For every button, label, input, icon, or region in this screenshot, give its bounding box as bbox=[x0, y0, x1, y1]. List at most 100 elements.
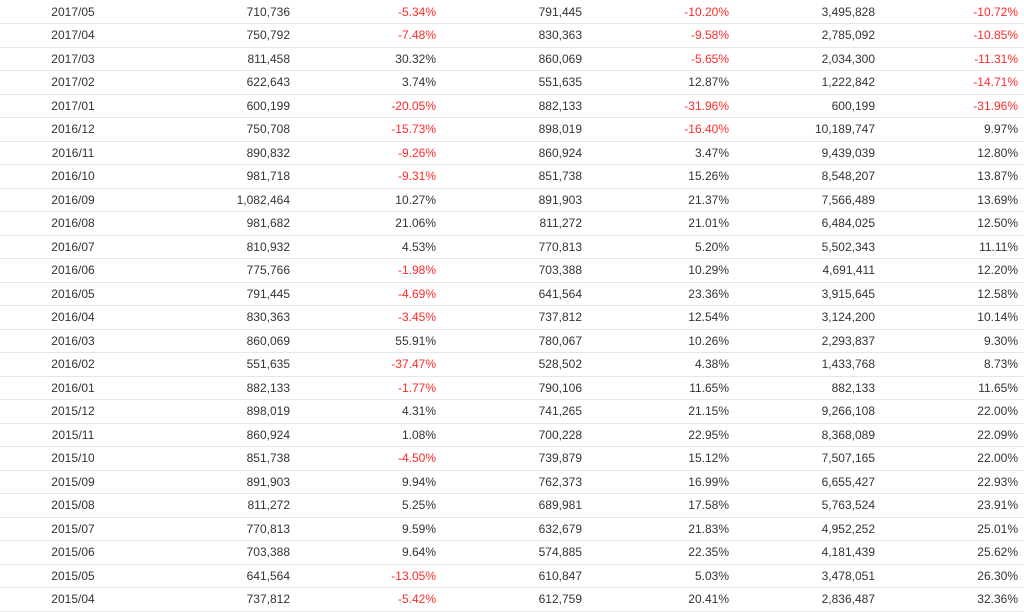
table-row: 2016/03 860,069 55.91% 780,067 10.26% 2,293,8… bbox=[0, 329, 1024, 353]
cell-change-2: 5.03% bbox=[588, 564, 735, 588]
cell-value-3: 9,439,039 bbox=[735, 141, 881, 165]
cell-month: 2016/03 bbox=[0, 329, 146, 353]
cell-change-1: 3.74% bbox=[296, 70, 442, 95]
table-row: 2015/09 891,903 9.94% 762,373 16.99% 6,655,42… bbox=[0, 470, 1024, 494]
cell-change-1: -37.47% bbox=[296, 352, 442, 377]
cell-value-1: 770,813 bbox=[146, 517, 296, 541]
cell-value-3: 5,502,343 bbox=[735, 235, 881, 259]
table-row: 2016/05 791,445 -4.69% 641,564 23.36% 3,915,6… bbox=[0, 282, 1024, 306]
cell-change-1: 9.94% bbox=[296, 470, 442, 494]
cell-change-1: -3.45% bbox=[296, 305, 442, 330]
cell-value-3: 2,293,837 bbox=[735, 329, 881, 353]
cell-month: 2017/02 bbox=[0, 70, 146, 95]
cell-value-2: 574,885 bbox=[442, 540, 588, 565]
table-row: 2016/10 981,718 -9.31% 851,738 15.26% 8,548,2… bbox=[0, 164, 1024, 189]
cell-value-3: 2,836,487 bbox=[735, 587, 881, 612]
cell-change-1: -13.05% bbox=[296, 564, 442, 588]
cell-value-2: 612,759 bbox=[442, 587, 588, 612]
table-row: 2017/04 750,792 -7.48% 830,363 -9.58% 2,785,0… bbox=[0, 23, 1024, 48]
cell-value-2: 762,373 bbox=[442, 470, 588, 494]
table-row: 2015/10 851,738 -4.50% 739,879 15.12% 7,507,1… bbox=[0, 446, 1024, 471]
cell-change-2: 20.41% bbox=[588, 587, 735, 612]
cell-value-3: 600,199 bbox=[735, 94, 881, 118]
cell-value-2: 851,738 bbox=[442, 164, 588, 189]
cell-change-1: 21.06% bbox=[296, 211, 442, 236]
cell-value-2: 791,445 bbox=[442, 0, 588, 24]
cell-value-3: 10,189,747 bbox=[735, 117, 881, 142]
table-row: 2017/03 811,458 30.32% 860,069 -5.65% 2,034,3… bbox=[0, 47, 1024, 71]
cell-value-2: 830,363 bbox=[442, 23, 588, 48]
cell-value-1: 737,812 bbox=[146, 587, 296, 612]
cell-change-1: 30.32% bbox=[296, 47, 442, 71]
cell-value-1: 641,564 bbox=[146, 564, 296, 588]
cell-change-3: 8.73% bbox=[881, 352, 1024, 377]
cell-month: 2016/10 bbox=[0, 164, 146, 189]
cell-value-1: 891,903 bbox=[146, 470, 296, 494]
cell-value-1: 830,363 bbox=[146, 305, 296, 330]
cell-change-1: -1.98% bbox=[296, 258, 442, 283]
table-row: 2015/04 737,812 -5.42% 612,759 20.41% 2,836,4… bbox=[0, 587, 1024, 612]
cell-value-2: 528,502 bbox=[442, 352, 588, 377]
cell-month: 2015/04 bbox=[0, 587, 146, 612]
cell-value-3: 6,484,025 bbox=[735, 211, 881, 236]
cell-value-1: 791,445 bbox=[146, 282, 296, 306]
cell-change-3: 13.87% bbox=[881, 164, 1024, 189]
cell-month: 2017/03 bbox=[0, 47, 146, 71]
cell-change-3: 32.36% bbox=[881, 587, 1024, 612]
cell-change-3: 11.11% bbox=[881, 235, 1024, 259]
cell-month: 2017/01 bbox=[0, 94, 146, 118]
cell-change-2: -10.20% bbox=[588, 0, 735, 24]
cell-change-2: 4.38% bbox=[588, 352, 735, 377]
cell-change-3: 9.97% bbox=[881, 117, 1024, 142]
cell-value-3: 2,034,300 bbox=[735, 47, 881, 71]
cell-value-1: 811,272 bbox=[146, 493, 296, 518]
cell-change-2: 22.35% bbox=[588, 540, 735, 565]
cell-change-1: 10.27% bbox=[296, 188, 442, 212]
cell-value-3: 7,507,165 bbox=[735, 446, 881, 471]
cell-change-2: 21.37% bbox=[588, 188, 735, 212]
cell-change-3: -10.85% bbox=[881, 23, 1024, 48]
cell-change-3: -10.72% bbox=[881, 0, 1024, 24]
cell-month: 2016/08 bbox=[0, 211, 146, 236]
cell-change-3: 22.93% bbox=[881, 470, 1024, 494]
cell-value-1: 703,388 bbox=[146, 540, 296, 565]
cell-value-2: 891,903 bbox=[442, 188, 588, 212]
table-row: 2016/07 810,932 4.53% 770,813 5.20% 5,502,343… bbox=[0, 235, 1024, 259]
cell-value-3: 8,368,089 bbox=[735, 423, 881, 447]
cell-change-1: -1.77% bbox=[296, 376, 442, 400]
table-row: 2016/08 981,682 21.06% 811,272 21.01% 6,484,0… bbox=[0, 211, 1024, 236]
cell-value-1: 750,708 bbox=[146, 117, 296, 142]
cell-change-3: 12.80% bbox=[881, 141, 1024, 165]
cell-month: 2015/09 bbox=[0, 470, 146, 494]
cell-change-3: 23.91% bbox=[881, 493, 1024, 518]
cell-month: 2016/04 bbox=[0, 305, 146, 330]
cell-change-1: -15.73% bbox=[296, 117, 442, 142]
cell-change-1: -7.48% bbox=[296, 23, 442, 48]
table-row: 2016/02 551,635 -37.47% 528,502 4.38% 1,433,7… bbox=[0, 352, 1024, 377]
cell-change-3: 22.00% bbox=[881, 446, 1024, 471]
table-row: 2016/12 750,708 -15.73% 898,019 -16.40% 10,18… bbox=[0, 117, 1024, 142]
cell-change-2: 10.26% bbox=[588, 329, 735, 353]
cell-change-1: 4.31% bbox=[296, 399, 442, 424]
cell-value-2: 790,106 bbox=[442, 376, 588, 400]
cell-value-1: 860,924 bbox=[146, 423, 296, 447]
table-row: 2016/06 775,766 -1.98% 703,388 10.29% 4,691,4… bbox=[0, 258, 1024, 283]
cell-change-2: 21.01% bbox=[588, 211, 735, 236]
cell-value-1: 851,738 bbox=[146, 446, 296, 471]
cell-month: 2016/07 bbox=[0, 235, 146, 259]
cell-month: 2016/01 bbox=[0, 376, 146, 400]
cell-change-2: 11.65% bbox=[588, 376, 735, 400]
cell-month: 2015/07 bbox=[0, 517, 146, 541]
table-row: 2016/11 890,832 -9.26% 860,924 3.47% 9,439,03… bbox=[0, 141, 1024, 165]
cell-change-2: 22.95% bbox=[588, 423, 735, 447]
cell-value-2: 700,228 bbox=[442, 423, 588, 447]
cell-month: 2015/08 bbox=[0, 493, 146, 518]
cell-month: 2015/12 bbox=[0, 399, 146, 424]
cell-value-3: 3,124,200 bbox=[735, 305, 881, 330]
table-row: 2016/09 1,082,464 10.27% 891,903 21.37% 7,566… bbox=[0, 188, 1024, 212]
cell-change-3: 11.65% bbox=[881, 376, 1024, 400]
cell-change-1: 9.64% bbox=[296, 540, 442, 565]
cell-change-3: 9.30% bbox=[881, 329, 1024, 353]
cell-change-2: -16.40% bbox=[588, 117, 735, 142]
